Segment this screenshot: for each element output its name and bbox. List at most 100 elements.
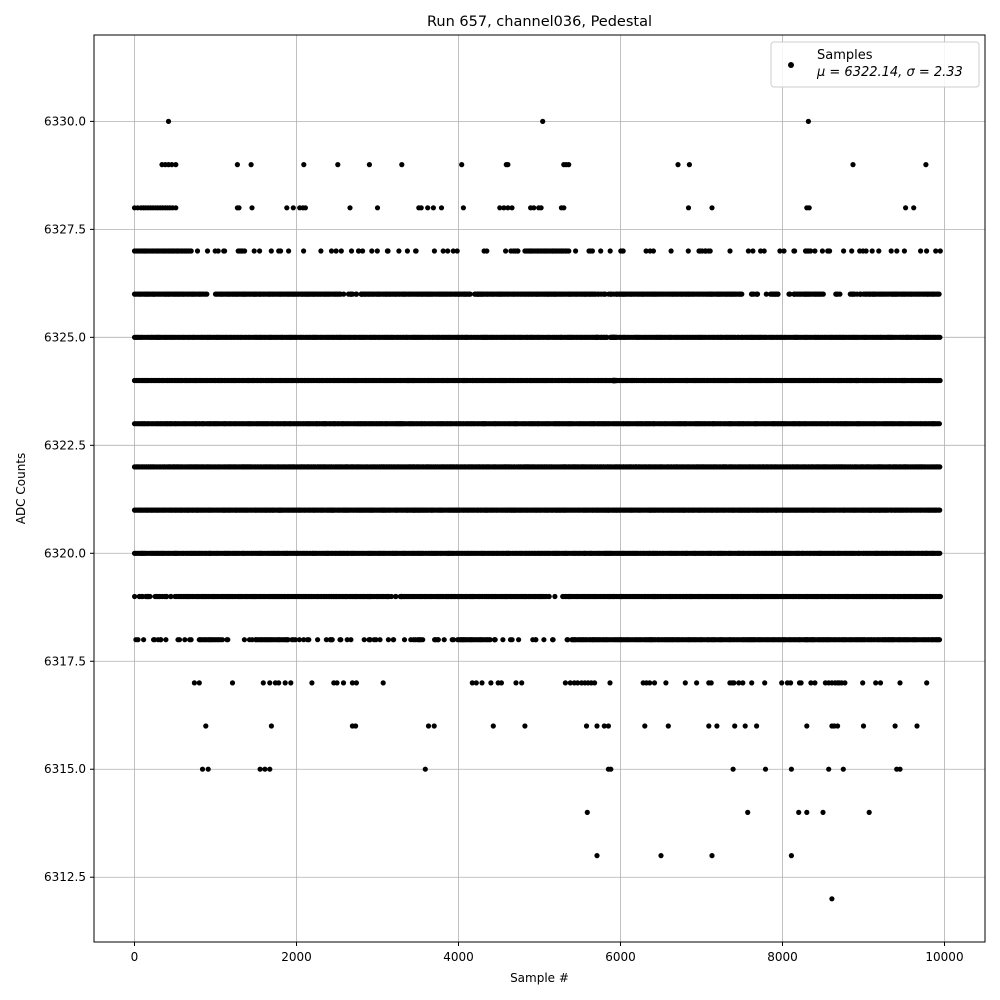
- data-point: [222, 248, 228, 254]
- data-point: [278, 248, 284, 254]
- data-point: [573, 248, 579, 254]
- data-point: [933, 248, 939, 254]
- data-point: [854, 291, 860, 297]
- data-point: [399, 162, 405, 168]
- data-point: [356, 248, 362, 254]
- data-point: [620, 248, 626, 254]
- data-point: [937, 507, 943, 513]
- data-point: [348, 248, 355, 254]
- data-point: [503, 248, 509, 254]
- data-point: [777, 248, 783, 254]
- data-point: [808, 248, 814, 254]
- data-point: [236, 205, 242, 211]
- data-point: [849, 248, 855, 254]
- data-point: [413, 248, 419, 254]
- data-point: [763, 291, 769, 297]
- data-point: [268, 248, 274, 254]
- data-point: [767, 291, 774, 297]
- data-point: [786, 291, 792, 297]
- data-point: [937, 377, 943, 384]
- data-point: [685, 205, 692, 211]
- data-point: [445, 248, 451, 254]
- data-point: [901, 248, 908, 254]
- data-point: [328, 248, 335, 254]
- data-point: [234, 162, 240, 168]
- data-point: [937, 248, 943, 254]
- data-point: [509, 205, 515, 211]
- data-point: [697, 248, 703, 254]
- data-point: [647, 248, 653, 254]
- data-point: [333, 248, 339, 254]
- data-point: [194, 248, 201, 254]
- data-point: [358, 291, 364, 297]
- data-point: [290, 205, 296, 211]
- data-point: [936, 291, 942, 297]
- data-point: [753, 291, 760, 297]
- data-point: [923, 162, 929, 168]
- data-point: [301, 248, 307, 254]
- data-point: [643, 248, 649, 254]
- data-point: [888, 248, 894, 254]
- data-point: [440, 248, 446, 254]
- data-point: [284, 205, 290, 211]
- data-point: [505, 205, 511, 211]
- data-point: [709, 205, 715, 211]
- data-point: [805, 118, 812, 124]
- data-point: [937, 550, 943, 556]
- data-point: [418, 205, 424, 211]
- data-point: [301, 162, 307, 168]
- data-point: [257, 248, 263, 254]
- data-point: [820, 291, 826, 297]
- data-point: [248, 162, 254, 168]
- data-point: [707, 248, 713, 254]
- data-point: [819, 248, 826, 254]
- data-point: [598, 291, 604, 297]
- data-point: [745, 248, 752, 254]
- data-point: [173, 205, 179, 211]
- data-point: [501, 205, 507, 211]
- data-point: [611, 291, 617, 297]
- data-point: [791, 291, 797, 297]
- data-point: [675, 162, 681, 168]
- data-point: [369, 248, 375, 254]
- data-point: [561, 205, 567, 211]
- data-point: [531, 205, 537, 211]
- data-point: [595, 334, 601, 340]
- data-point: [515, 248, 521, 254]
- data-point: [806, 205, 812, 211]
- data-point: [812, 248, 818, 254]
- data-point: [566, 162, 572, 168]
- data-point: [347, 205, 353, 211]
- data-point: [481, 248, 487, 254]
- data-point: [204, 291, 210, 297]
- data-point: [911, 205, 917, 211]
- data-point: [341, 291, 347, 297]
- data-point: [404, 248, 410, 254]
- data-point: [540, 118, 546, 124]
- data-point: [538, 205, 544, 211]
- data-point: [612, 377, 618, 384]
- data-point: [454, 248, 460, 254]
- data-point: [781, 248, 787, 254]
- data-point: [566, 248, 572, 254]
- data-point: [215, 248, 221, 254]
- data-point: [396, 248, 402, 254]
- data-point: [924, 248, 930, 254]
- data-point: [686, 162, 693, 168]
- data-point: [792, 248, 798, 254]
- data-point: [460, 205, 466, 211]
- data-point: [685, 248, 691, 254]
- data-point: [607, 248, 613, 254]
- data-point: [335, 162, 341, 168]
- data-point: [438, 205, 445, 211]
- data-point: [739, 291, 745, 297]
- data-point: [869, 248, 875, 254]
- data-point: [385, 248, 391, 254]
- data-point: [353, 291, 359, 297]
- data-point: [850, 291, 856, 297]
- data-point: [173, 162, 179, 168]
- data-point: [450, 248, 456, 254]
- data-point: [360, 248, 366, 254]
